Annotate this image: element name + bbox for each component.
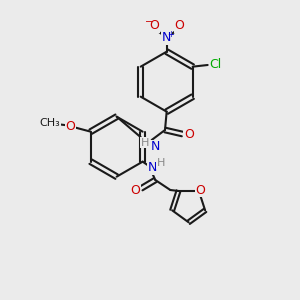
Text: O: O (196, 184, 206, 197)
Text: O: O (66, 120, 76, 133)
Text: O: O (149, 19, 159, 32)
Text: N: N (162, 31, 171, 44)
Text: O: O (174, 19, 184, 32)
Text: O: O (130, 184, 140, 196)
Text: Cl: Cl (209, 58, 221, 71)
Text: H: H (157, 158, 165, 168)
Text: +: + (168, 30, 174, 39)
Text: N: N (151, 140, 160, 153)
Text: −: − (145, 17, 153, 27)
Text: N: N (147, 161, 157, 174)
Text: H: H (141, 138, 149, 148)
Text: O: O (184, 128, 194, 140)
Text: CH₃: CH₃ (40, 118, 60, 128)
